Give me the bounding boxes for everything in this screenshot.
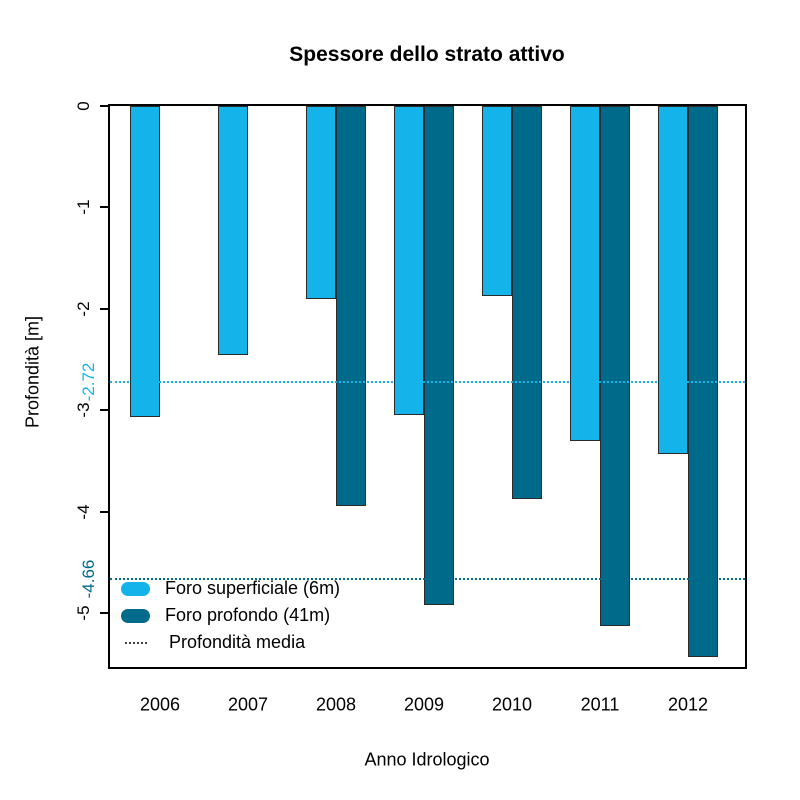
x-tick-label-2006: 2006 (139, 694, 181, 715)
x-tick-label-2010: 2010 (491, 694, 533, 715)
mean-line-label--4.66: -4.66 (79, 559, 98, 599)
y-tick-label: -5 (74, 605, 93, 621)
plot-area (108, 104, 747, 669)
y-tick-label: -4 (74, 504, 93, 520)
chart-title: Spessore dello strato attivo (289, 43, 565, 66)
legend-swatch-superficiale-icon (121, 581, 150, 596)
mean-line-label--2.72: -2.72 (79, 362, 98, 402)
legend-label: Profondità media (169, 632, 306, 652)
bar-2008-profondo (336, 106, 366, 506)
y-tick-label: 0 (74, 101, 93, 111)
legend-dotted-line-icon (125, 641, 147, 644)
legend-label: Foro profondo (41m) (165, 605, 331, 625)
y-tick-label: -3 (74, 402, 93, 418)
y-tick (100, 206, 108, 209)
legend: Foro superficiale (6m) Foro profondo (41… (121, 575, 340, 656)
bar-2008-superficiale (306, 106, 336, 299)
legend-item-foro-profondo: Foro profondo (41m) (121, 602, 340, 629)
legend-label: Foro superficiale (6m) (165, 578, 341, 598)
bar-2010-superficiale (482, 106, 512, 296)
x-tick-label-2007: 2007 (227, 694, 269, 715)
x-tick-label-2012: 2012 (667, 694, 709, 715)
bar-2010-profondo (512, 106, 542, 499)
bar-2009-profondo (424, 106, 454, 606)
y-tick-label: -2 (74, 301, 93, 317)
x-tick-label-2009: 2009 (403, 694, 445, 715)
legend-item-foro-superficiale: Foro superficiale (6m) (121, 575, 340, 602)
legend-swatch-profondo-icon (121, 608, 150, 623)
legend-item-profondita-media: Profondità media (121, 629, 340, 656)
x-axis-title: Anno Idrologico (364, 749, 490, 770)
bar-2009-superficiale (394, 106, 424, 416)
bar-2012-superficiale (658, 106, 688, 454)
bar-2011-superficiale (570, 106, 600, 441)
bar-2011-profondo (600, 106, 630, 627)
y-tick (100, 307, 108, 310)
y-tick (100, 409, 108, 412)
y-tick-label: -1 (74, 199, 93, 215)
y-tick (100, 612, 108, 615)
mean-line--2.72 (110, 380, 745, 383)
mean-line--4.66 (110, 577, 745, 580)
y-tick (100, 105, 108, 107)
bar-2007-superficiale (218, 106, 248, 355)
bar-2006-superficiale (130, 106, 160, 418)
x-tick-label-2011: 2011 (580, 694, 620, 715)
y-tick (100, 510, 108, 513)
x-tick-label-2008: 2008 (315, 694, 357, 715)
y-axis-title: Profondità [m] (22, 315, 43, 429)
